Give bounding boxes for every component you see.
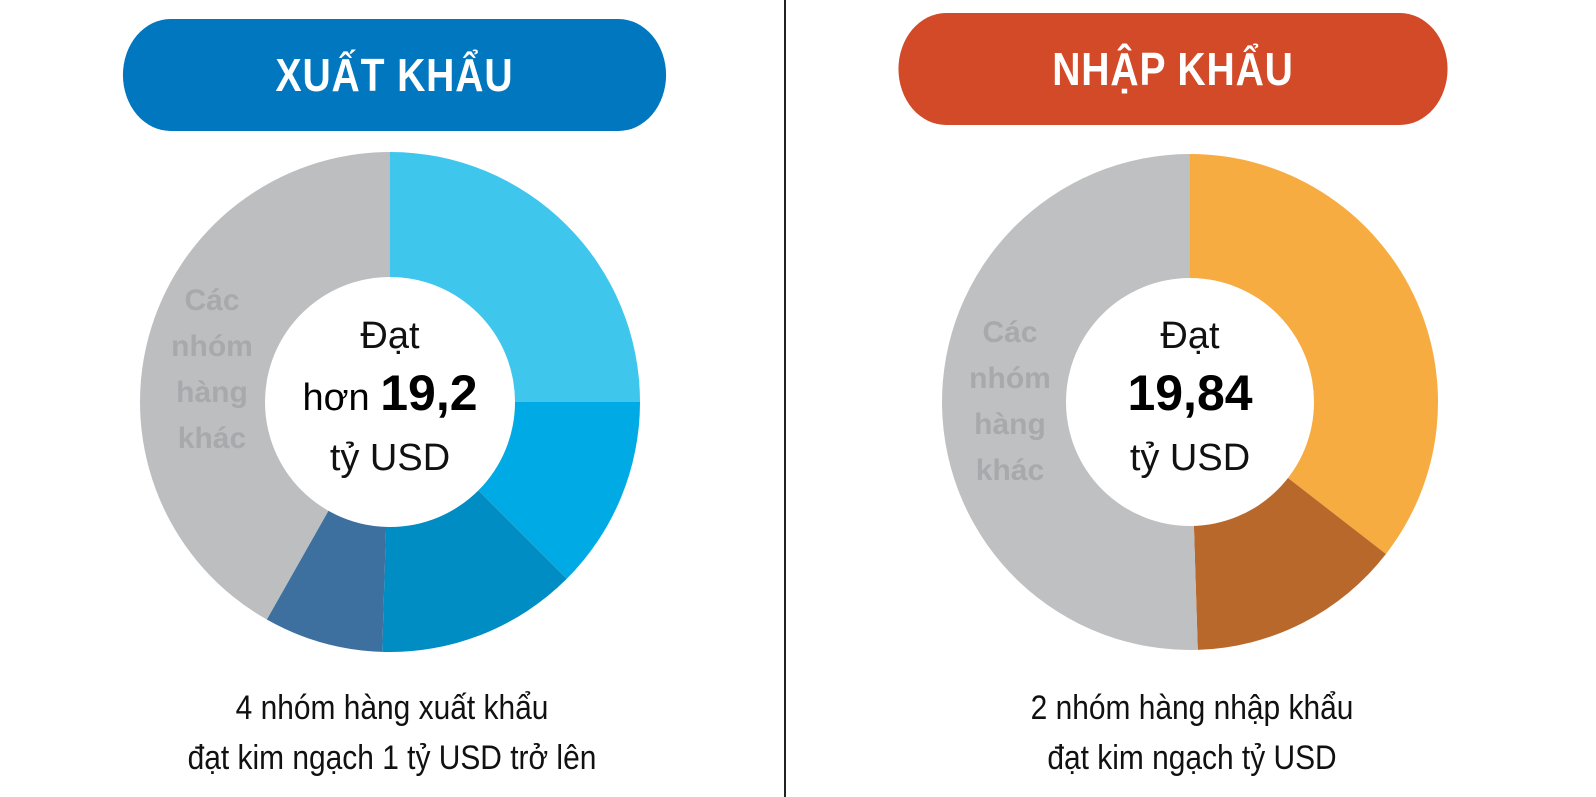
panel-divider	[784, 0, 786, 797]
export-caption-line-1: 4 nhóm hàng xuất khẩu	[235, 689, 549, 727]
export-caption-line-2: đạt kim ngạch 1 tỷ USD trở lên	[187, 739, 597, 777]
center-value: hơn 19,2	[302, 365, 477, 421]
other-slice-label: khác	[178, 422, 246, 455]
export-donut-chart: Các nhóm hàng khác Đạt hơn 19,2 tỷ USD	[140, 152, 640, 652]
center-unit: tỷ USD	[330, 437, 450, 479]
import-caption-line-1: 2 nhóm hàng nhập khẩu	[1030, 689, 1354, 727]
other-slice-label: hàng	[974, 408, 1046, 441]
center-label: Đạt	[360, 315, 420, 357]
center-label: Đạt	[1160, 315, 1220, 357]
other-slice-label: nhóm	[171, 330, 253, 363]
import-donut-chart: Các nhóm hàng khác Đạt 19,84 tỷ USD	[941, 154, 1438, 651]
other-slice-label: Các	[982, 316, 1037, 349]
donut-hole	[1066, 278, 1314, 526]
center-value: 19,84	[1127, 365, 1252, 421]
import-panel: NHẬP KHẨU Các nhóm hàng khác Đạt 19,84 tỷ USD …	[786, 0, 1596, 797]
other-slice-label: nhóm	[969, 362, 1051, 395]
export-title-pill: XUẤT KHẨU	[122, 19, 667, 131]
import-caption-line-2: đạt kim ngạch tỷ USD	[1047, 739, 1337, 777]
other-slice-label: Các	[184, 284, 239, 317]
center-unit: tỷ USD	[1130, 437, 1250, 479]
import-title-pill: NHẬP KHẨU	[898, 13, 1448, 125]
import-caption: 2 nhóm hàng nhập khẩu đạt kim ngạch tỷ U…	[847, 683, 1537, 783]
other-slice-label: khác	[976, 454, 1044, 487]
donut-hole	[265, 277, 515, 527]
export-panel: XUẤT KHẨU Các nhóm hàng khác Đạt hơn 19,2 tỷ U…	[0, 0, 784, 797]
export-caption: 4 nhóm hàng xuất khẩu đạt kim ngạch 1 tỷ…	[47, 683, 737, 783]
slice-1	[1190, 154, 1438, 555]
other-slice-label: hàng	[176, 376, 248, 409]
